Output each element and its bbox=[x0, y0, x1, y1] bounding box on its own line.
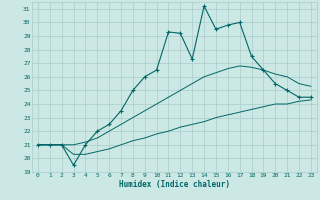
X-axis label: Humidex (Indice chaleur): Humidex (Indice chaleur) bbox=[119, 180, 230, 189]
